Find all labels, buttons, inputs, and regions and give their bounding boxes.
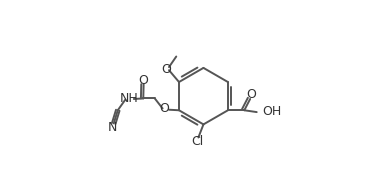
Text: OH: OH [262,105,281,118]
Text: NH: NH [119,92,138,105]
Text: O: O [160,102,169,115]
Text: O: O [162,63,172,76]
Text: N: N [108,121,118,134]
Text: O: O [246,88,255,101]
Text: O: O [138,74,148,87]
Text: Cl: Cl [191,135,203,148]
